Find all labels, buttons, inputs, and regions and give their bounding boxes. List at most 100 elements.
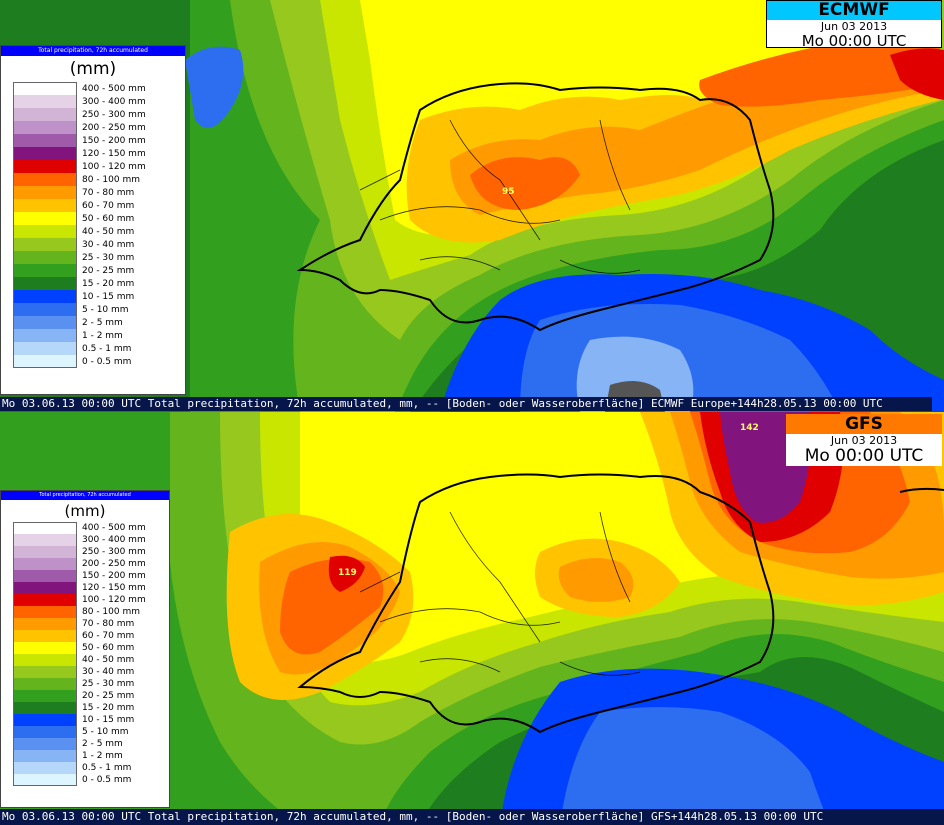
legend-swatch: [13, 251, 77, 264]
legend-label: 2 - 5 mm: [82, 317, 123, 328]
legend-row: 1 - 2 mm: [13, 329, 185, 342]
legend-swatch: [13, 666, 77, 678]
legend-swatch: [13, 642, 77, 654]
legend-row: 300 - 400 mm: [13, 534, 169, 546]
legend-label: 120 - 150 mm: [82, 583, 146, 593]
legend-label: 100 - 120 mm: [82, 161, 146, 172]
legend-swatch: [13, 582, 77, 594]
legend-row: 10 - 15 mm: [13, 714, 169, 726]
legend-swatch: [13, 522, 77, 534]
legend-swatch: [13, 108, 77, 121]
legend-row: 15 - 20 mm: [13, 277, 185, 290]
legend-swatch: [13, 134, 77, 147]
gfs-legend: Total precipitation, 72h accumulated (mm…: [0, 490, 170, 808]
legend-label: 5 - 10 mm: [82, 727, 129, 737]
legend-row: 5 - 10 mm: [13, 303, 185, 316]
legend-label: 40 - 50 mm: [82, 226, 135, 237]
legend-row: 400 - 500 mm: [13, 82, 185, 95]
legend-swatch: [13, 606, 77, 618]
legend-label: 5 - 10 mm: [82, 304, 129, 315]
gfs-model-box: GFS Jun 03 2013 Mo 00:00 UTC: [786, 414, 942, 466]
legend-swatch: [13, 618, 77, 630]
legend-header: Total precipitation, 72h accumulated: [1, 491, 169, 500]
legend-row: 50 - 60 mm: [13, 642, 169, 654]
legend-label: 50 - 60 mm: [82, 213, 135, 224]
legend-label: 30 - 40 mm: [82, 239, 135, 250]
legend-swatch: [13, 290, 77, 303]
legend-swatch: [13, 570, 77, 582]
legend-label: 0 - 0.5 mm: [82, 356, 132, 367]
legend-row: 30 - 40 mm: [13, 238, 185, 251]
legend-unit: (mm): [69, 59, 117, 79]
legend-row: 15 - 20 mm: [13, 702, 169, 714]
legend-row: 40 - 50 mm: [13, 654, 169, 666]
legend-swatch: [13, 186, 77, 199]
legend-label: 0.5 - 1 mm: [82, 763, 132, 773]
legend-swatch: [13, 199, 77, 212]
legend-row: 2 - 5 mm: [13, 738, 169, 750]
legend-swatch: [13, 95, 77, 108]
legend-row: 80 - 100 mm: [13, 606, 169, 618]
legend-label: 80 - 100 mm: [82, 607, 140, 617]
legend-label: 25 - 30 mm: [82, 252, 135, 263]
legend-row: 0.5 - 1 mm: [13, 762, 169, 774]
legend-row: 200 - 250 mm: [13, 558, 169, 570]
legend-row: 50 - 60 mm: [13, 212, 185, 225]
legend-row: 30 - 40 mm: [13, 666, 169, 678]
legend-row: 60 - 70 mm: [13, 630, 169, 642]
legend-row: 120 - 150 mm: [13, 582, 169, 594]
legend-swatch: [13, 355, 77, 368]
gfs-precipitation-map: 142 119: [0, 412, 944, 825]
legend-label: 0 - 0.5 mm: [82, 775, 132, 785]
legend-swatch: [13, 316, 77, 329]
legend-swatch: [13, 714, 77, 726]
ecmwf-max-value: 95: [502, 187, 515, 197]
legend-row: 300 - 400 mm: [13, 95, 185, 108]
legend-row: 0 - 0.5 mm: [13, 355, 185, 368]
legend-label: 100 - 120 mm: [82, 595, 146, 605]
legend-swatch: [13, 762, 77, 774]
legend-label: 10 - 15 mm: [82, 715, 135, 725]
ecmwf-model-box: ECMWF Jun 03 2013 Mo 00:00 UTC: [766, 0, 942, 50]
legend-swatch: [13, 690, 77, 702]
legend-swatch: [13, 264, 77, 277]
legend-label: 60 - 70 mm: [82, 200, 135, 211]
legend-row: 20 - 25 mm: [13, 690, 169, 702]
legend-header: Total precipitation, 72h accumulated: [1, 46, 185, 56]
legend-row: 80 - 100 mm: [13, 173, 185, 186]
legend-label: 40 - 50 mm: [82, 655, 135, 665]
legend-swatch: [13, 303, 77, 316]
model-time: Mo 00:00 UTC: [804, 446, 924, 466]
legend-row: 400 - 500 mm: [13, 522, 169, 534]
legend-swatch: [13, 558, 77, 570]
legend-label: 20 - 25 mm: [82, 691, 135, 701]
legend-swatch: [13, 774, 77, 786]
ecmwf-legend-rows: 400 - 500 mm 300 - 400 mm 250 - 300 mm 200 …: [13, 82, 185, 368]
legend-swatch: [13, 654, 77, 666]
legend-row: 1 - 2 mm: [13, 750, 169, 762]
legend-swatch: [13, 82, 77, 95]
legend-row: 25 - 30 mm: [13, 251, 185, 264]
legend-swatch: [13, 238, 77, 251]
legend-label: 250 - 300 mm: [82, 547, 146, 557]
legend-label: 250 - 300 mm: [82, 109, 146, 120]
legend-row: 40 - 50 mm: [13, 225, 185, 238]
legend-swatch: [13, 594, 77, 606]
ecmwf-panel: 95 Total precipitation, 72h accumulated …: [0, 0, 944, 412]
gfs-max-value-west: 119: [338, 568, 357, 578]
legend-swatch: [13, 225, 77, 238]
legend-label: 50 - 60 mm: [82, 643, 135, 653]
gfs-panel: 142 119 Total precipitation, 72h accumul…: [0, 412, 944, 825]
legend-row: 250 - 300 mm: [13, 546, 169, 558]
legend-row: 20 - 25 mm: [13, 264, 185, 277]
legend-label: 300 - 400 mm: [82, 96, 146, 107]
legend-swatch: [13, 726, 77, 738]
legend-swatch: [13, 546, 77, 558]
legend-label: 30 - 40 mm: [82, 667, 135, 677]
legend-label: 60 - 70 mm: [82, 631, 135, 641]
gfs-max-value-east: 142: [740, 423, 759, 433]
legend-label: 120 - 150 mm: [82, 148, 146, 159]
legend-label: 2 - 5 mm: [82, 739, 123, 749]
legend-label: 80 - 100 mm: [82, 174, 140, 185]
legend-row: 200 - 250 mm: [13, 121, 185, 134]
